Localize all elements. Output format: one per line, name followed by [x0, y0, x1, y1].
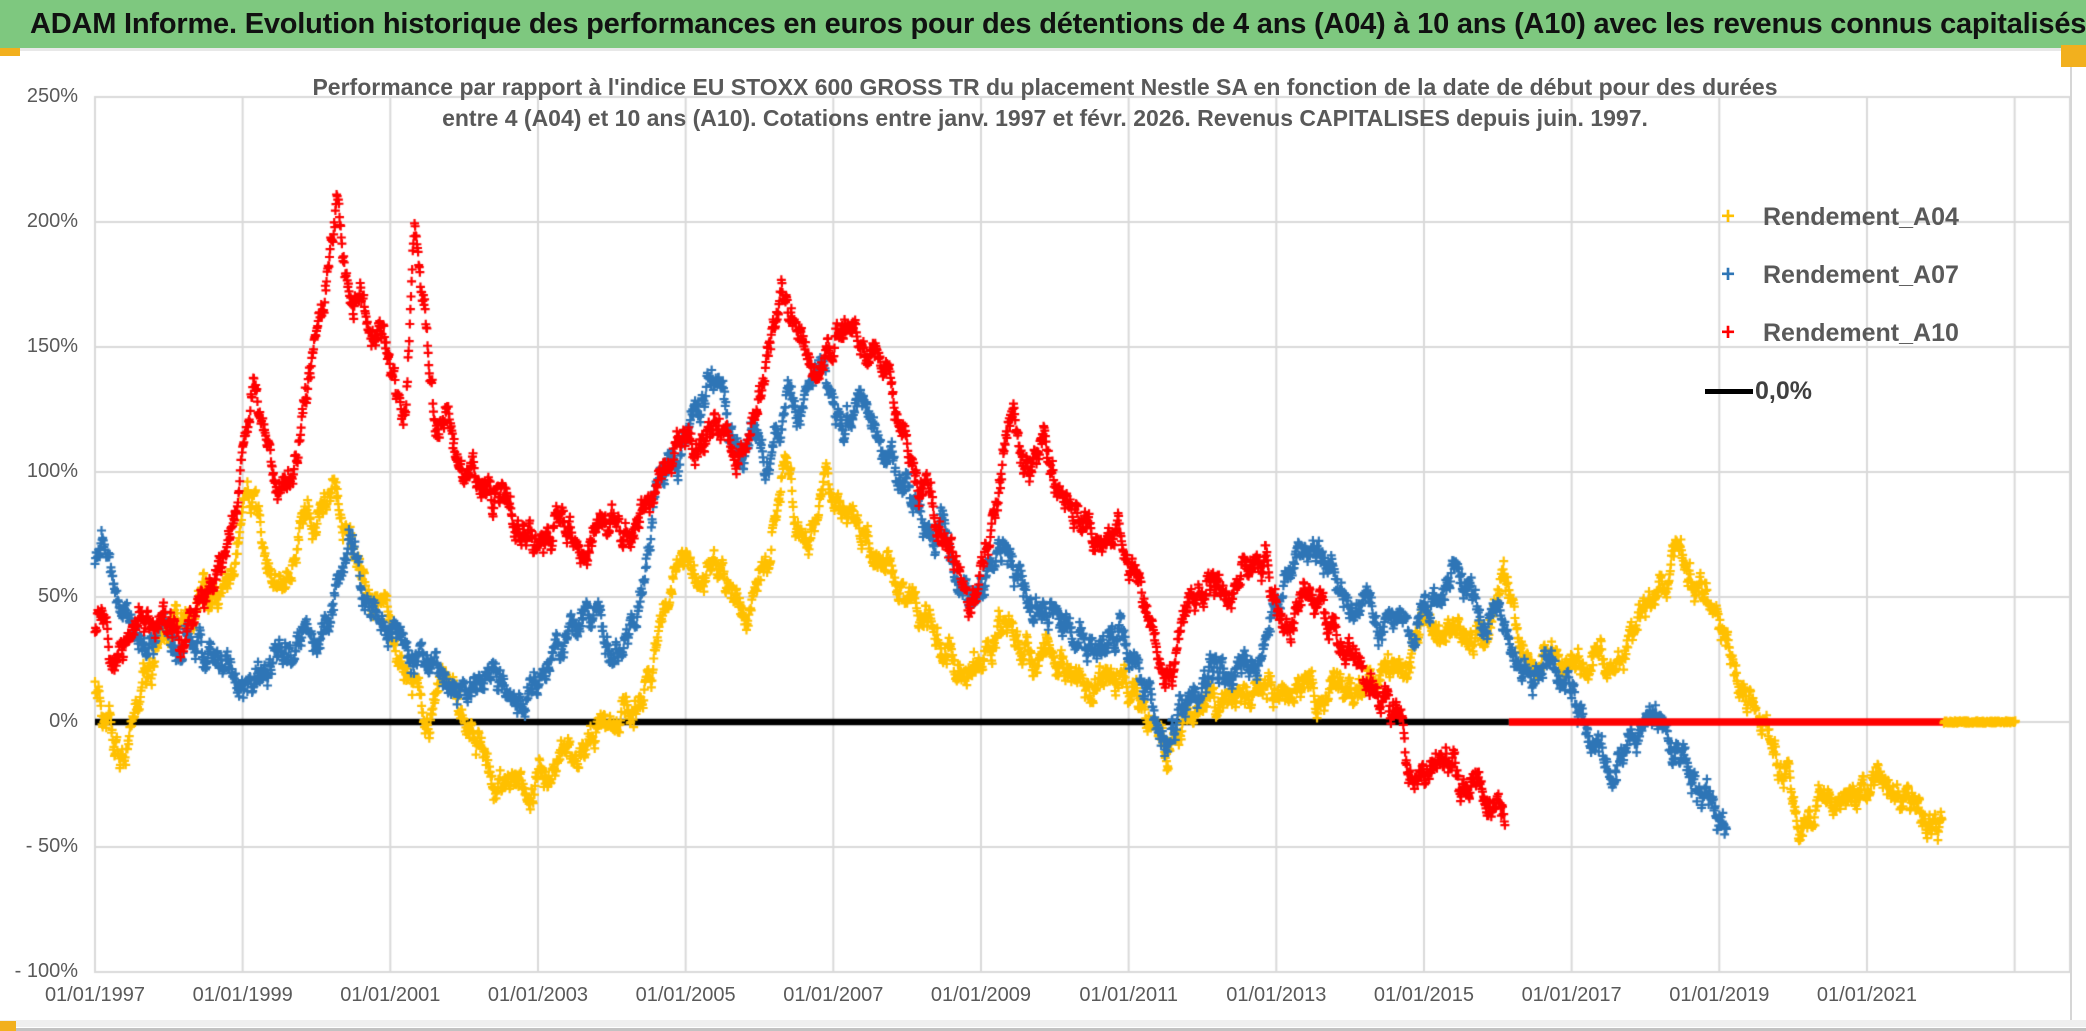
- chart-title-line-2: entre 4 (A04) et 10 ans (A10). Cotations…: [442, 105, 1648, 131]
- x-tick-label: 01/01/2019: [1669, 984, 1770, 1006]
- slide-border-accent-bottom-left: [0, 1021, 16, 1031]
- legend: + Rendement_A04 + Rendement_A07 + Rendem…: [1705, 188, 1959, 420]
- legend-item-zero-line[interactable]: 0,0%: [1705, 362, 1959, 420]
- x-tick-label: 01/01/2015: [1373, 984, 1475, 1006]
- x-tick-label: 01/01/2007: [783, 984, 884, 1006]
- plus-marker-icon: +: [1720, 319, 1735, 346]
- legend-item-rendement-a04[interactable]: + Rendement_A04: [1705, 188, 1959, 246]
- x-tick-label: 01/01/2021: [1816, 984, 1917, 1006]
- chart-title: Performance par rapport à l'indice EU ST…: [95, 72, 1995, 134]
- x-tick-label: 01/01/2003: [487, 984, 589, 1006]
- y-tick-label: 0%: [49, 710, 78, 732]
- zero-line-swatch-icon: [1705, 388, 1753, 394]
- plus-marker-icon: +: [1720, 261, 1735, 288]
- legend-item-rendement-a07[interactable]: + Rendement_A07: [1705, 246, 1959, 304]
- y-tick-label: 250%: [26, 85, 78, 107]
- x-tick-label: 01/01/2017: [1521, 984, 1622, 1006]
- slide-border-accent-top-right: [2061, 45, 2086, 67]
- x-tick-label: 01/01/2013: [1226, 984, 1327, 1006]
- x-tick-label: 01/01/1999: [192, 984, 293, 1006]
- header-bar: ADAM Informe. Evolution historique des p…: [0, 0, 2086, 48]
- legend-label: Rendement_A04: [1763, 202, 1959, 231]
- legend-item-rendement-a10[interactable]: + Rendement_A10: [1705, 304, 1959, 362]
- page-title: ADAM Informe. Evolution historique des p…: [30, 7, 2086, 40]
- x-tick-label: 01/01/2001: [340, 984, 441, 1006]
- y-tick-label: 150%: [26, 335, 78, 357]
- y-tick-label: - 50%: [25, 835, 78, 857]
- x-tick-label: 01/01/2009: [930, 984, 1032, 1006]
- bottom-strip: [0, 1020, 2086, 1027]
- chart-right-border: [2070, 66, 2072, 1022]
- slide-border-accent-top-left: [0, 48, 20, 56]
- right-margin: [2072, 66, 2086, 1022]
- legend-label: Rendement_A10: [1763, 318, 1959, 347]
- chart-title-line-1: Performance par rapport à l'indice EU ST…: [312, 74, 1778, 100]
- header-separator: [0, 48, 2086, 51]
- x-tick-label: 01/01/1997: [44, 984, 146, 1006]
- bottom-edge-line: [0, 1028, 2086, 1031]
- plus-marker-icon: +: [1720, 203, 1735, 230]
- legend-label: 0,0%: [1755, 376, 1812, 405]
- x-tick-label: 01/01/2005: [635, 984, 736, 1006]
- y-tick-label: 200%: [26, 210, 78, 232]
- x-tick-label: 01/01/2011: [1079, 984, 1178, 1006]
- y-tick-label: 100%: [26, 460, 78, 482]
- y-tick-label: 50%: [37, 585, 78, 607]
- legend-label: Rendement_A07: [1763, 260, 1959, 289]
- y-tick-label: - 100%: [14, 960, 78, 982]
